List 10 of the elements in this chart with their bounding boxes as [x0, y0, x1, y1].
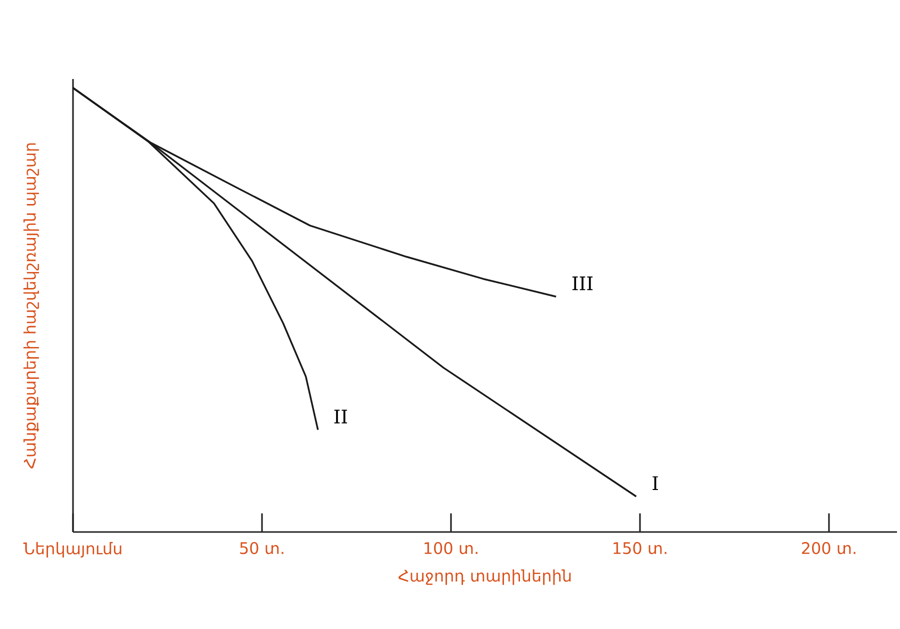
series-label: II — [334, 410, 348, 424]
series-label: III — [572, 276, 593, 290]
x-tick-label: 50 տ. — [240, 542, 284, 554]
series-label: I — [652, 476, 658, 490]
x-axis-title: Հաջորդ տարիներին — [398, 569, 571, 585]
x-tick-label: 200 տ. — [802, 542, 856, 554]
x-tick-label: 100 տ. — [424, 542, 478, 554]
x-tick-label: Ներկայումս — [23, 542, 122, 558]
x-tick-label: 150 տ. — [614, 542, 666, 554]
y-axis-title: Հանքաքարերի հաշվեկշռային պաշար — [23, 143, 39, 468]
